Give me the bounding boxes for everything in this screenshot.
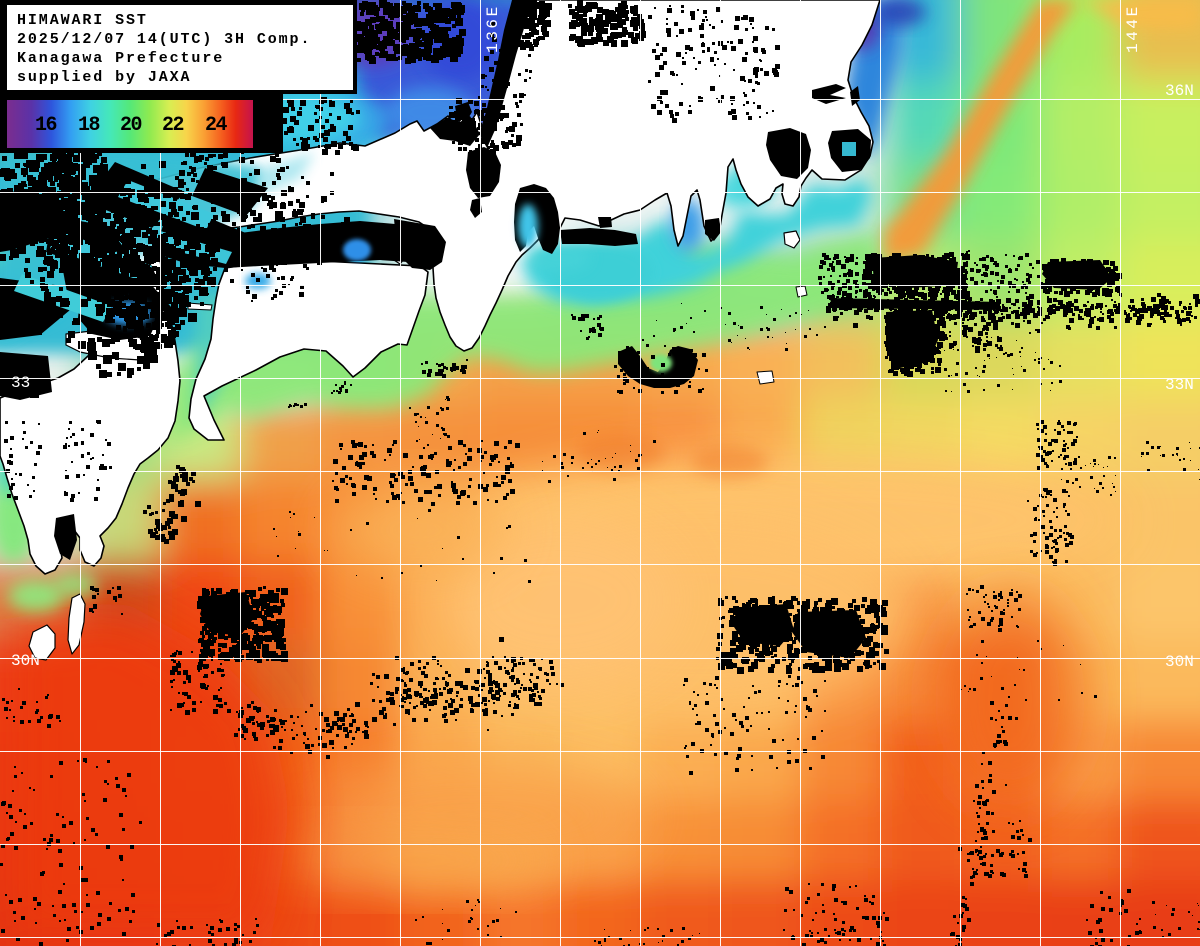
svg-text:33: 33	[11, 374, 30, 392]
svg-text:136E: 136E	[484, 4, 502, 53]
svg-text:22: 22	[162, 114, 184, 137]
svg-text:supplied by JAXA: supplied by JAXA	[17, 69, 191, 86]
svg-text:144E: 144E	[1124, 4, 1142, 53]
svg-text:30N: 30N	[1165, 653, 1194, 671]
svg-text:24: 24	[205, 114, 228, 137]
svg-text:36N: 36N	[1165, 82, 1194, 100]
svg-text:16: 16	[35, 114, 57, 137]
svg-text:Kanagawa Prefecture: Kanagawa Prefecture	[17, 50, 224, 67]
svg-text:33N: 33N	[1165, 376, 1194, 394]
svg-text:18: 18	[78, 114, 100, 137]
svg-text:30N: 30N	[11, 652, 40, 670]
svg-text:HIMAWARI SST: HIMAWARI SST	[17, 12, 148, 29]
svg-text:2025/12/07 14(UTC) 3H Comp.: 2025/12/07 14(UTC) 3H Comp.	[17, 31, 311, 48]
svg-text:20: 20	[120, 114, 142, 137]
